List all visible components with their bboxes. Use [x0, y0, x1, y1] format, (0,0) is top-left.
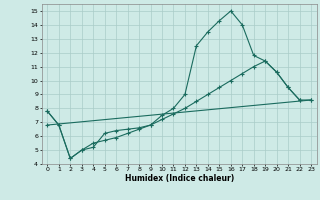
X-axis label: Humidex (Indice chaleur): Humidex (Indice chaleur): [124, 174, 234, 183]
